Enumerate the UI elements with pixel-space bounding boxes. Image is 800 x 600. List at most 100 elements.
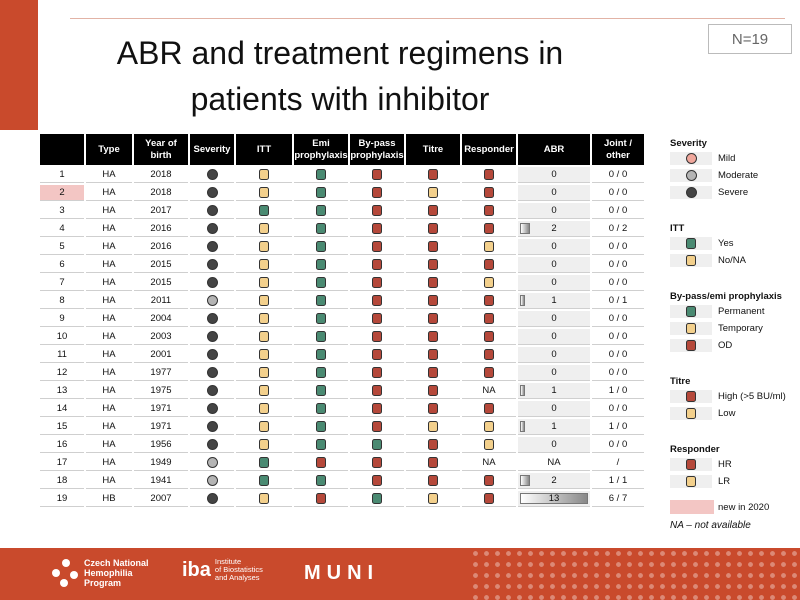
emi-indicator <box>316 312 326 324</box>
abr-cell: 13 <box>518 491 590 507</box>
abr-cell: 2 <box>518 221 590 237</box>
severity-cell <box>190 347 234 363</box>
type-cell: HA <box>86 365 132 381</box>
emi-cell <box>294 293 348 309</box>
itt-cell <box>236 185 292 201</box>
bypass-indicator <box>372 384 382 396</box>
table-row: 5 HA 2016 0 0 / 0 <box>40 239 644 255</box>
severity-indicator <box>206 186 218 198</box>
emi-cell <box>294 383 348 399</box>
abr-cell: 0 <box>518 365 590 381</box>
legend-swatch <box>686 255 696 266</box>
new-label: new in 2020 <box>718 501 770 513</box>
footer-dot-pattern <box>470 548 800 600</box>
joint-cell: 0 / 0 <box>592 365 644 381</box>
row-number: 4 <box>40 221 84 237</box>
severity-cell <box>190 365 234 381</box>
titre-cell <box>406 419 460 435</box>
bypass-cell <box>350 239 404 255</box>
bypass-cell <box>350 419 404 435</box>
titre-cell <box>406 185 460 201</box>
severity-cell <box>190 257 234 273</box>
year-cell: 1949 <box>134 455 188 471</box>
row-number: 13 <box>40 383 84 399</box>
column-header-6: By-pass prophylaxis <box>350 134 404 165</box>
abr-cell: 0 <box>518 185 590 201</box>
responder-indicator <box>484 474 494 486</box>
legend-swatch <box>685 187 697 198</box>
itt-indicator <box>259 348 269 360</box>
titre-indicator <box>428 168 438 180</box>
emi-indicator <box>316 240 326 252</box>
legend-item: Moderate <box>670 167 800 184</box>
joint-cell: 0 / 0 <box>592 257 644 273</box>
legend-swatch <box>686 340 696 351</box>
year-cell: 2018 <box>134 167 188 183</box>
year-cell: 1941 <box>134 473 188 489</box>
bypass-cell <box>350 491 404 507</box>
abr-value: 0 <box>551 241 557 252</box>
emi-cell <box>294 167 348 183</box>
iba-text: Institute of Biostatistics and Analyses <box>215 558 263 582</box>
itt-indicator <box>259 258 269 270</box>
legend-item: Severe <box>670 184 800 201</box>
year-cell: 2015 <box>134 275 188 291</box>
year-cell: 1971 <box>134 419 188 435</box>
bypass-cell <box>350 347 404 363</box>
joint-cell: 6 / 7 <box>592 491 644 507</box>
legend-item: High (>5 BU/ml) <box>670 388 800 405</box>
titre-cell <box>406 437 460 453</box>
legend-swatch <box>685 170 697 181</box>
row-number: 17 <box>40 455 84 471</box>
emi-cell <box>294 437 348 453</box>
abr-cell: NA <box>518 455 590 471</box>
iba-logo: iba Institute of Biostatistics and Analy… <box>182 558 263 582</box>
abr-value: 0 <box>551 439 557 450</box>
legend-item: Yes <box>670 235 800 252</box>
abr-value: 0 <box>551 259 557 270</box>
legend-label: Severe <box>718 187 749 198</box>
itt-indicator <box>259 456 269 468</box>
table-row: 8 HA 2011 1 0 / 1 <box>40 293 644 309</box>
year-cell: 2016 <box>134 221 188 237</box>
type-cell: HA <box>86 329 132 345</box>
legend-swatch <box>686 408 696 419</box>
emi-indicator <box>316 456 326 468</box>
joint-cell: 0 / 0 <box>592 239 644 255</box>
bypass-indicator <box>372 492 382 504</box>
responder-cell <box>462 275 516 291</box>
emi-cell <box>294 311 348 327</box>
legend-swatch-box <box>670 390 712 403</box>
abr-value: 0 <box>551 403 557 414</box>
iba-mark: iba <box>182 558 211 581</box>
bypass-indicator <box>372 240 382 252</box>
severity-cell <box>190 491 234 507</box>
emi-indicator <box>316 168 326 180</box>
type-cell: HA <box>86 311 132 327</box>
emi-cell <box>294 347 348 363</box>
severity-cell <box>190 329 234 345</box>
titre-indicator <box>428 240 438 252</box>
legend-label: Permanent <box>718 306 765 317</box>
emi-cell <box>294 401 348 417</box>
titre-cell <box>406 491 460 507</box>
row-number: 18 <box>40 473 84 489</box>
table-row: 9 HA 2004 0 0 / 0 <box>40 311 644 327</box>
bypass-cell <box>350 329 404 345</box>
joint-cell: 0 / 0 <box>592 185 644 201</box>
responder-indicator <box>484 222 494 234</box>
titre-cell <box>406 383 460 399</box>
severity-indicator <box>206 420 218 432</box>
type-cell: HA <box>86 347 132 363</box>
legend-swatch-box <box>670 407 712 420</box>
year-cell: 2016 <box>134 239 188 255</box>
muni-logo: MUNI <box>304 562 380 584</box>
severity-indicator <box>206 168 218 180</box>
responder-cell <box>462 221 516 237</box>
responder-cell <box>462 293 516 309</box>
table-row: 14 HA 1971 0 0 / 0 <box>40 401 644 417</box>
type-cell: HA <box>86 383 132 399</box>
column-header-8: Responder <box>462 134 516 165</box>
titre-indicator <box>428 384 438 396</box>
severity-indicator <box>206 348 218 360</box>
